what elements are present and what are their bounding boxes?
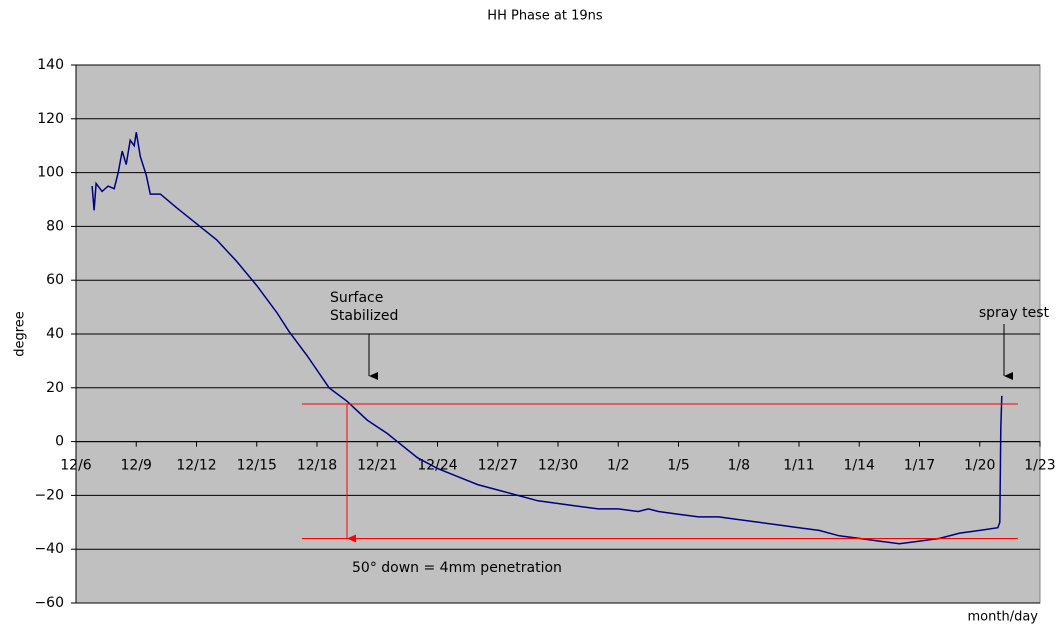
y-tick-label: 60 [46, 272, 64, 288]
x-tick-label: 12/24 [417, 458, 457, 474]
x-tick-label: 1/11 [783, 458, 814, 474]
x-tick-label: 12/27 [478, 458, 518, 474]
annotation: 50° down = 4mm penetration [352, 560, 562, 576]
x-tick-label: 1/8 [727, 458, 750, 474]
x-tick-label: 12/21 [357, 458, 397, 474]
y-tick-label: 120 [37, 111, 64, 127]
x-tick-label: 12/6 [60, 458, 92, 474]
x-tick-label: 12/30 [538, 458, 578, 474]
x-tick-label: 1/20 [964, 458, 995, 474]
y-tick-label: −20 [34, 487, 64, 503]
y-tick-label: 80 [46, 218, 64, 234]
data-line [91, 132, 1003, 545]
y-tick-label: 40 [46, 326, 64, 342]
y-tick-label: 100 [37, 165, 64, 181]
chart-title: HH Phase at 19ns [487, 9, 603, 24]
y-tick-label: 140 [37, 57, 64, 73]
x-tick-label: 1/5 [667, 458, 690, 474]
y-tick-label: −40 [34, 541, 64, 557]
x-tick-label: 1/17 [904, 458, 935, 474]
annotation: Stabilized [330, 308, 398, 324]
x-axis-label: month/day [968, 610, 1039, 625]
x-tick-label: 1/14 [844, 458, 876, 474]
x-tick-label: 12/9 [121, 458, 152, 474]
annotation: spray test [979, 305, 1050, 321]
x-tick-label: 1/23 [1024, 458, 1055, 474]
y-tick-label: −60 [34, 595, 64, 611]
x-tick-label: 12/18 [297, 458, 337, 474]
y-tick-label: 0 [55, 434, 64, 450]
x-tick-label: 12/12 [176, 458, 216, 474]
x-tick-label: 12/15 [237, 458, 277, 474]
x-tick-label: 1/2 [607, 458, 630, 474]
annotation: Surface [330, 290, 383, 306]
y-tick-label: 20 [46, 380, 64, 396]
y-axis-label: degree [13, 311, 28, 357]
